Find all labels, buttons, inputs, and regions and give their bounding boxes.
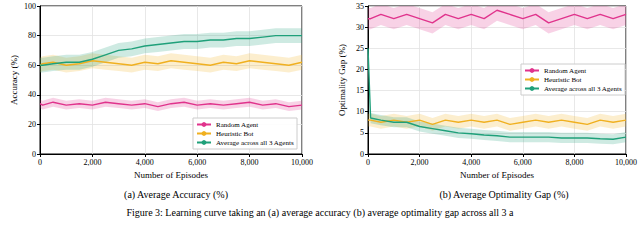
svg-text:6,000: 6,000 xyxy=(514,158,532,167)
svg-text:8,000: 8,000 xyxy=(241,158,259,167)
svg-text:Optimality Gap (%): Optimality Gap (%) xyxy=(337,44,347,116)
svg-text:6,000: 6,000 xyxy=(188,158,206,167)
svg-text:Random Agent: Random Agent xyxy=(216,121,258,129)
svg-text:Number of Episodes: Number of Episodes xyxy=(134,170,208,180)
svg-text:100: 100 xyxy=(24,2,36,11)
svg-text:10,000: 10,000 xyxy=(291,158,313,167)
svg-text:35: 35 xyxy=(356,2,364,11)
svg-text:0: 0 xyxy=(38,158,42,167)
svg-text:8,000: 8,000 xyxy=(565,158,583,167)
svg-text:Heuristic Bot: Heuristic Bot xyxy=(544,76,582,84)
svg-text:2,000: 2,000 xyxy=(411,158,429,167)
svg-text:(a) Average Accuracy (%): (a) Average Accuracy (%) xyxy=(124,189,228,201)
svg-text:20: 20 xyxy=(356,65,364,74)
svg-text:0: 0 xyxy=(360,150,364,159)
svg-text:10,000: 10,000 xyxy=(615,158,637,167)
svg-text:5: 5 xyxy=(360,128,364,137)
svg-text:Number of Episodes: Number of Episodes xyxy=(460,170,534,180)
svg-text:4,000: 4,000 xyxy=(136,158,154,167)
svg-text:4,000: 4,000 xyxy=(462,158,480,167)
svg-text:15: 15 xyxy=(356,86,364,95)
svg-text:Accuracy (%): Accuracy (%) xyxy=(9,55,19,105)
svg-text:(b) Average Optimality Gap (%): (b) Average Optimality Gap (%) xyxy=(439,189,568,201)
svg-text:Average across all 3 Agents: Average across all 3 Agents xyxy=(216,139,294,147)
svg-text:30: 30 xyxy=(356,23,364,32)
svg-text:10: 10 xyxy=(356,107,364,116)
svg-text:Average across all 3 Agents: Average across all 3 Agents xyxy=(544,85,622,93)
svg-text:2,000: 2,000 xyxy=(83,158,101,167)
svg-text:80: 80 xyxy=(28,31,36,40)
svg-text:0: 0 xyxy=(366,158,370,167)
svg-text:Heuristic Bot: Heuristic Bot xyxy=(216,130,254,138)
svg-text:40: 40 xyxy=(28,90,36,99)
svg-text:Random Agent: Random Agent xyxy=(544,67,586,75)
svg-text:60: 60 xyxy=(28,61,36,70)
html-text:Figure 3: Learning curve takin: Figure 3: Learning curve taking an (a) a… xyxy=(126,207,514,218)
svg-text:0: 0 xyxy=(32,150,36,159)
svg-text:20: 20 xyxy=(28,120,36,129)
svg-text:25: 25 xyxy=(356,44,364,53)
